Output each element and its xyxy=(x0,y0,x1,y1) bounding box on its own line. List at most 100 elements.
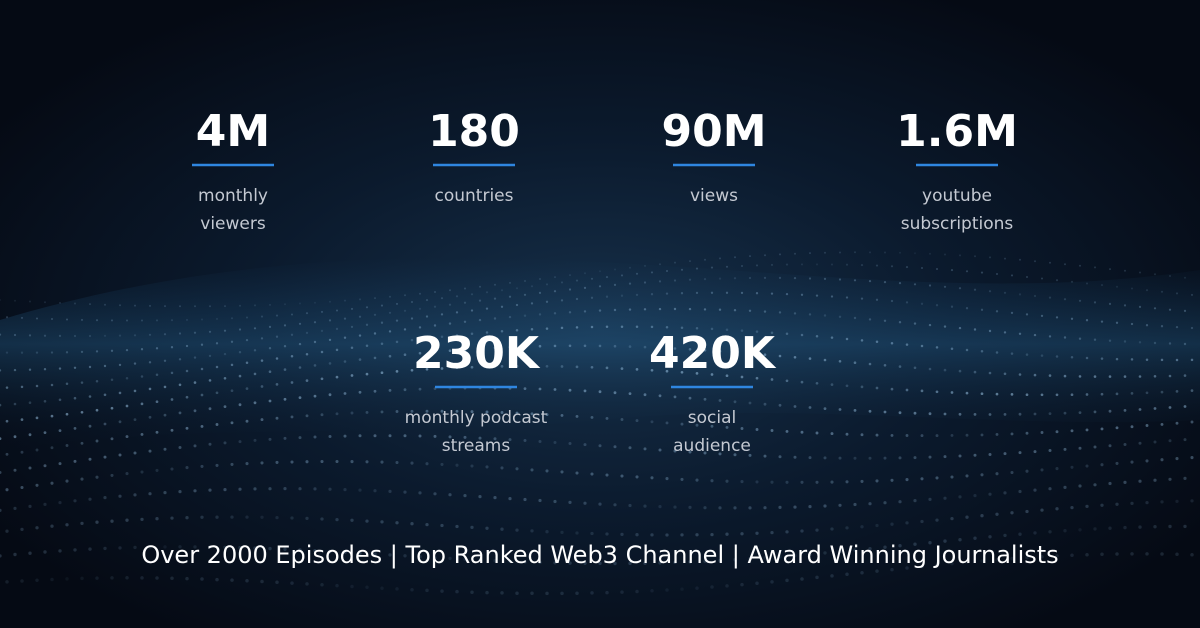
particle xyxy=(740,291,744,295)
particle xyxy=(163,333,167,336)
particle xyxy=(590,591,594,595)
particle xyxy=(1145,391,1149,395)
particle xyxy=(170,467,174,471)
particle xyxy=(1175,552,1179,557)
stat-label: monthly xyxy=(198,186,268,206)
particle xyxy=(725,291,729,294)
particle xyxy=(824,251,826,254)
particle xyxy=(1123,409,1127,412)
particle xyxy=(1160,358,1164,362)
particle xyxy=(125,319,129,322)
particle xyxy=(1100,427,1104,431)
particle xyxy=(478,436,482,440)
stat-value: 180 xyxy=(428,106,520,157)
particle xyxy=(733,277,737,280)
particle xyxy=(830,574,834,578)
particle xyxy=(680,422,684,426)
particle xyxy=(343,434,347,438)
particle xyxy=(419,292,421,295)
particle xyxy=(613,344,617,348)
particle xyxy=(238,374,242,378)
particle xyxy=(380,520,384,524)
particle xyxy=(163,545,167,549)
particle xyxy=(839,251,841,254)
particle xyxy=(328,362,332,365)
particle xyxy=(125,376,129,380)
particle xyxy=(20,316,24,319)
particle xyxy=(1040,468,1044,472)
particle xyxy=(238,545,242,550)
particle xyxy=(88,334,92,338)
particle xyxy=(944,253,946,256)
particle xyxy=(1175,358,1179,362)
particle xyxy=(493,437,497,441)
particle xyxy=(965,391,969,395)
particle xyxy=(823,551,827,555)
particle xyxy=(1138,341,1142,344)
particle xyxy=(875,386,879,390)
particle xyxy=(103,455,107,459)
particle xyxy=(185,369,189,373)
particle xyxy=(538,313,542,316)
particle xyxy=(793,405,797,408)
particle xyxy=(335,412,339,416)
particle xyxy=(50,351,54,354)
particle xyxy=(305,516,309,521)
particle xyxy=(1003,491,1007,495)
particle xyxy=(388,489,392,493)
particle xyxy=(665,533,669,537)
particle xyxy=(343,550,347,554)
particle xyxy=(388,553,392,557)
particle xyxy=(620,474,624,478)
particle xyxy=(253,327,257,330)
particle xyxy=(853,316,857,320)
particle xyxy=(389,295,391,298)
particle xyxy=(1123,525,1127,530)
particle xyxy=(260,337,264,340)
particle xyxy=(380,342,384,346)
particle xyxy=(778,403,782,407)
particle xyxy=(950,433,954,437)
particle xyxy=(268,325,272,328)
particle xyxy=(680,533,684,537)
particle xyxy=(688,560,692,564)
particle xyxy=(58,398,62,402)
particle xyxy=(890,522,894,526)
particle xyxy=(185,466,189,470)
particle xyxy=(575,297,579,301)
particle xyxy=(553,344,557,348)
particle xyxy=(590,365,594,369)
particle xyxy=(455,589,459,594)
particle xyxy=(1093,301,1097,304)
particle xyxy=(365,585,369,590)
particle xyxy=(103,496,107,500)
particle xyxy=(973,494,977,498)
particle xyxy=(575,471,579,475)
particle xyxy=(43,464,47,468)
particle xyxy=(50,414,54,418)
particle xyxy=(974,255,976,258)
particle xyxy=(920,477,924,481)
particle xyxy=(515,364,519,368)
particle xyxy=(283,487,287,491)
particle xyxy=(298,548,302,552)
particle xyxy=(928,367,932,371)
particle xyxy=(374,297,376,300)
stat-label: views xyxy=(690,186,738,206)
particle xyxy=(1093,338,1097,341)
particle xyxy=(118,363,122,367)
particle xyxy=(1085,428,1089,432)
particle xyxy=(838,456,842,460)
particle xyxy=(50,317,54,321)
particle xyxy=(929,252,931,255)
particle xyxy=(815,480,819,484)
particle xyxy=(710,532,714,537)
particle xyxy=(140,432,144,436)
particle xyxy=(598,561,602,566)
particle xyxy=(560,299,564,302)
particle xyxy=(823,456,827,460)
particle xyxy=(328,319,332,322)
particle xyxy=(965,348,969,352)
particle xyxy=(343,336,347,339)
particle xyxy=(418,307,422,310)
